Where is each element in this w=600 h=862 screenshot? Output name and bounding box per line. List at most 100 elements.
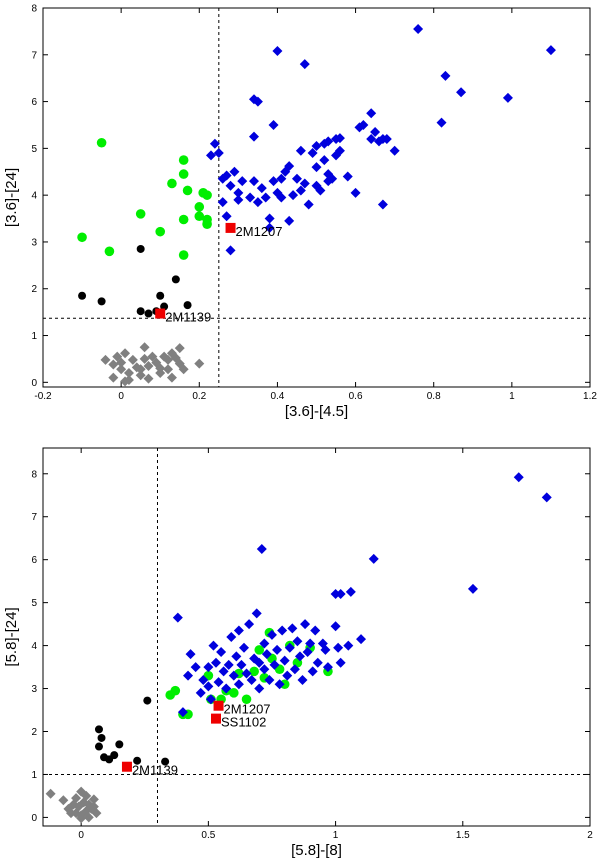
green-point	[170, 685, 181, 696]
series-gray	[100, 342, 205, 387]
blue-point	[217, 197, 228, 208]
blue-point	[272, 644, 283, 655]
blue-point	[312, 657, 323, 668]
blue-point	[225, 245, 236, 256]
y-tick-label: 3	[31, 237, 37, 248]
series-red	[155, 222, 236, 319]
blue-point	[300, 619, 311, 630]
plot-frame	[42, 447, 591, 827]
blue-point	[368, 553, 379, 564]
blue-point	[248, 131, 259, 142]
gray-point	[139, 353, 150, 364]
red-point	[225, 222, 236, 233]
gray-point	[108, 359, 119, 370]
green-point	[279, 679, 290, 690]
series-blue	[172, 472, 552, 718]
gray-point	[81, 790, 92, 801]
y-tick-label: 8	[31, 4, 37, 15]
green-point	[178, 214, 189, 225]
y-tick-label: 4	[31, 641, 37, 652]
blue-point	[213, 148, 224, 159]
blue-point	[284, 642, 295, 653]
blue-point	[310, 625, 321, 636]
blue-point	[213, 677, 224, 688]
blue-point	[205, 694, 216, 705]
gray-point	[108, 372, 119, 383]
blue-point	[413, 24, 424, 35]
green-point	[202, 219, 212, 229]
blue-point	[440, 70, 451, 81]
green-point	[202, 190, 212, 200]
gray-point	[100, 354, 111, 365]
y-tick-label: 6	[31, 555, 37, 566]
blue-point	[342, 171, 353, 182]
y-tick-label: 7	[31, 50, 37, 61]
x-tick-label: 0	[78, 830, 84, 841]
point-annotation: SS1102	[221, 715, 266, 730]
blue-point	[356, 634, 367, 645]
gray-point	[120, 348, 131, 359]
blue-point	[244, 619, 255, 630]
blue-point	[456, 87, 467, 98]
y-tick-label: 7	[31, 512, 37, 523]
blue-point	[185, 649, 196, 660]
black-point	[143, 696, 152, 705]
y-axis-label: [5.8]-[24]	[3, 607, 20, 666]
y-tick-label: 4	[31, 191, 37, 202]
blue-point	[190, 662, 201, 673]
gray-point	[116, 357, 127, 368]
blue-point	[327, 173, 338, 184]
green-point	[194, 202, 205, 212]
black-point	[144, 309, 153, 318]
x-tick-label: 0.8	[427, 391, 441, 402]
gray-point	[76, 813, 87, 824]
blue-point	[358, 119, 369, 130]
red-point	[213, 700, 224, 711]
blue-point	[208, 640, 219, 651]
green-point	[77, 232, 87, 243]
x-tick-label: -0.2	[34, 391, 52, 402]
blue-point	[292, 636, 303, 647]
blue-point	[266, 629, 277, 640]
blue-point	[209, 138, 220, 149]
blue-point	[389, 145, 400, 156]
blue-point	[172, 612, 183, 623]
blue-point	[269, 659, 280, 670]
blue-point	[246, 674, 257, 685]
x-tick-label: 1	[333, 830, 339, 841]
blue-point	[322, 662, 333, 673]
blue-point	[225, 180, 236, 191]
blue-point	[545, 45, 556, 56]
point-annotation: 2M1139	[165, 310, 211, 325]
blue-point	[231, 651, 242, 662]
series-black	[94, 696, 170, 766]
blue-point	[303, 199, 314, 210]
blue-point	[323, 136, 334, 147]
blue-point	[320, 644, 331, 655]
blue-point	[264, 674, 275, 685]
blue-point	[334, 133, 345, 144]
green-point	[167, 178, 177, 189]
blue-point	[287, 623, 298, 634]
blue-point	[377, 199, 388, 210]
green-point	[229, 688, 239, 698]
gray-point	[45, 788, 56, 799]
blue-point	[541, 492, 552, 503]
gray-point	[143, 373, 154, 384]
blue-point	[350, 187, 361, 198]
gray-point	[71, 793, 82, 804]
green-point	[178, 155, 189, 165]
x-tick-label: 1.2	[583, 391, 597, 402]
green-point	[178, 250, 189, 260]
point-annotation: 2M1207	[224, 702, 271, 717]
green-point	[182, 185, 193, 196]
blue-point	[366, 134, 377, 145]
blue-point	[229, 166, 240, 177]
blue-point	[333, 642, 344, 653]
black-point	[160, 302, 169, 311]
blue-point	[330, 589, 341, 600]
green-point	[96, 137, 107, 148]
blue-point	[237, 176, 248, 187]
blue-point	[330, 621, 341, 632]
blue-point	[198, 674, 209, 685]
